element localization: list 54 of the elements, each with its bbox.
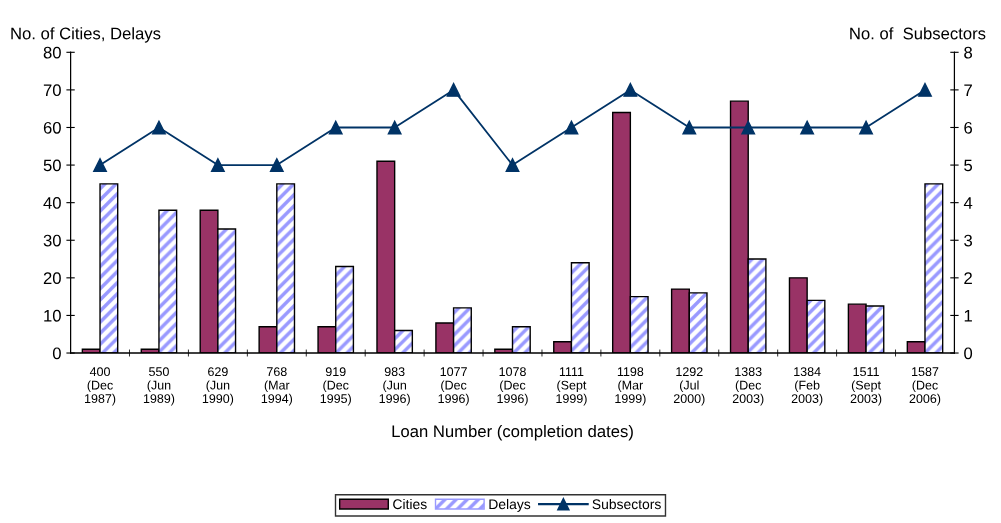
x-tick-label: 1078 (Dec 1996) (497, 367, 528, 406)
point (387, 120, 402, 135)
x-tick-label: 1111 (Sept 1999) (556, 367, 587, 406)
y-tick-label: 0 (52, 347, 61, 360)
y2-axis-title: No. of Subsectors (850, 27, 986, 40)
x-tick-label: 1292 (Jul 2000) (673, 367, 705, 406)
y2-tick-label: 5 (964, 159, 973, 172)
x-tick-label: 1198 (Mar 1999) (615, 367, 646, 406)
point (152, 120, 166, 135)
x-tick-label: 919 (Dec 1995) (320, 367, 351, 406)
legend-label: Subsectors (592, 498, 661, 510)
x-tick-label: 1587 (Dec 2006) (909, 367, 941, 406)
x-tick-label: 1384 (Feb 2003) (791, 367, 823, 406)
y-tick-label: 10 (44, 309, 61, 322)
point (859, 120, 874, 135)
y2-tick-label: 7 (964, 84, 972, 96)
y2-tick-label: 4 (963, 197, 973, 209)
legend-label: Cities (393, 498, 427, 510)
point (918, 82, 932, 97)
y2-tick-label: 3 (964, 234, 973, 247)
y2-tick-label: 8 (964, 46, 973, 59)
point (623, 82, 638, 97)
point (269, 158, 284, 173)
x-axis-title: Loan Number (completion dates) (392, 424, 633, 441)
y-tick-label: 20 (43, 272, 61, 285)
y-tick-label: 60 (43, 121, 61, 134)
point (210, 158, 225, 173)
y2-tick-label: 2 (964, 272, 972, 284)
x-tick-label: 550 (Jun 1989) (143, 367, 175, 406)
point (446, 82, 461, 97)
y-tick-label: 80 (43, 46, 61, 59)
x-tick-label: 983 (Jun 1996) (379, 367, 410, 406)
point (800, 120, 815, 135)
y-axis-title: No. of Cities, Delays (11, 27, 161, 43)
x-tick-label: 1511 (Sept 2003) (850, 367, 882, 406)
x-tick-label: 400 (Dec 1987) (85, 367, 116, 406)
y-tick-label: 30 (43, 234, 61, 247)
x-tick-label: 629 (Jun 1990) (202, 367, 234, 406)
x-tick-label: 768 (Mar 1994) (261, 367, 293, 406)
y-tick-label: 40 (43, 197, 61, 209)
y-tick-label: 50 (43, 159, 61, 172)
y2-tick-label: 0 (964, 347, 973, 360)
point (682, 120, 697, 135)
point (505, 158, 520, 173)
point (741, 120, 756, 135)
point (328, 120, 343, 135)
legend-label: Delays (489, 498, 531, 512)
point (93, 158, 107, 173)
x-tick-label: 1383 (Dec 2003) (732, 367, 764, 406)
point (564, 120, 579, 135)
y2-tick-label: 6 (964, 121, 973, 134)
x-tick-label: 1077 (Dec 1996) (438, 367, 469, 406)
y-tick-label: 70 (43, 84, 61, 97)
y2-tick-label: 1 (964, 310, 972, 322)
